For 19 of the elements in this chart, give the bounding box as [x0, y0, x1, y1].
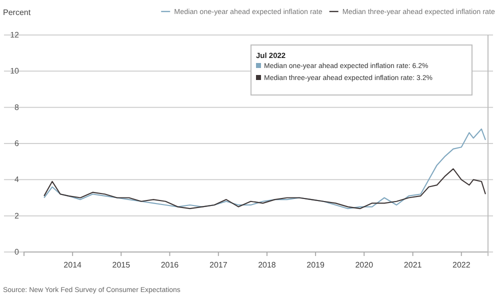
x-tick-label: 2020 — [355, 260, 374, 270]
y-tick-label: 2 — [14, 211, 20, 220]
line-series — [44, 168, 486, 210]
y-tick-label: 8 — [14, 102, 20, 112]
x-tick-label: 2015 — [112, 260, 131, 270]
y-tick-label: 10 — [10, 66, 20, 76]
y-tick-label: 12 — [10, 30, 20, 40]
y-tick-label: 4 — [14, 175, 20, 184]
x-tick-label: 2017 — [210, 260, 228, 270]
x-tick-label: 2016 — [160, 260, 180, 270]
y-axis-title: Percent — [3, 8, 32, 17]
x-tick-label: 2014 — [64, 260, 82, 270]
x-tick-label: 2021 — [404, 260, 422, 270]
x-tick-label: 2018 — [258, 260, 276, 270]
line-series — [44, 128, 486, 210]
y-tick-label: 0 — [14, 248, 20, 257]
y-tick-label: 6 — [14, 139, 20, 148]
x-tick-label: 2022 — [452, 260, 471, 270]
x-tick-label: 2019 — [306, 260, 325, 270]
